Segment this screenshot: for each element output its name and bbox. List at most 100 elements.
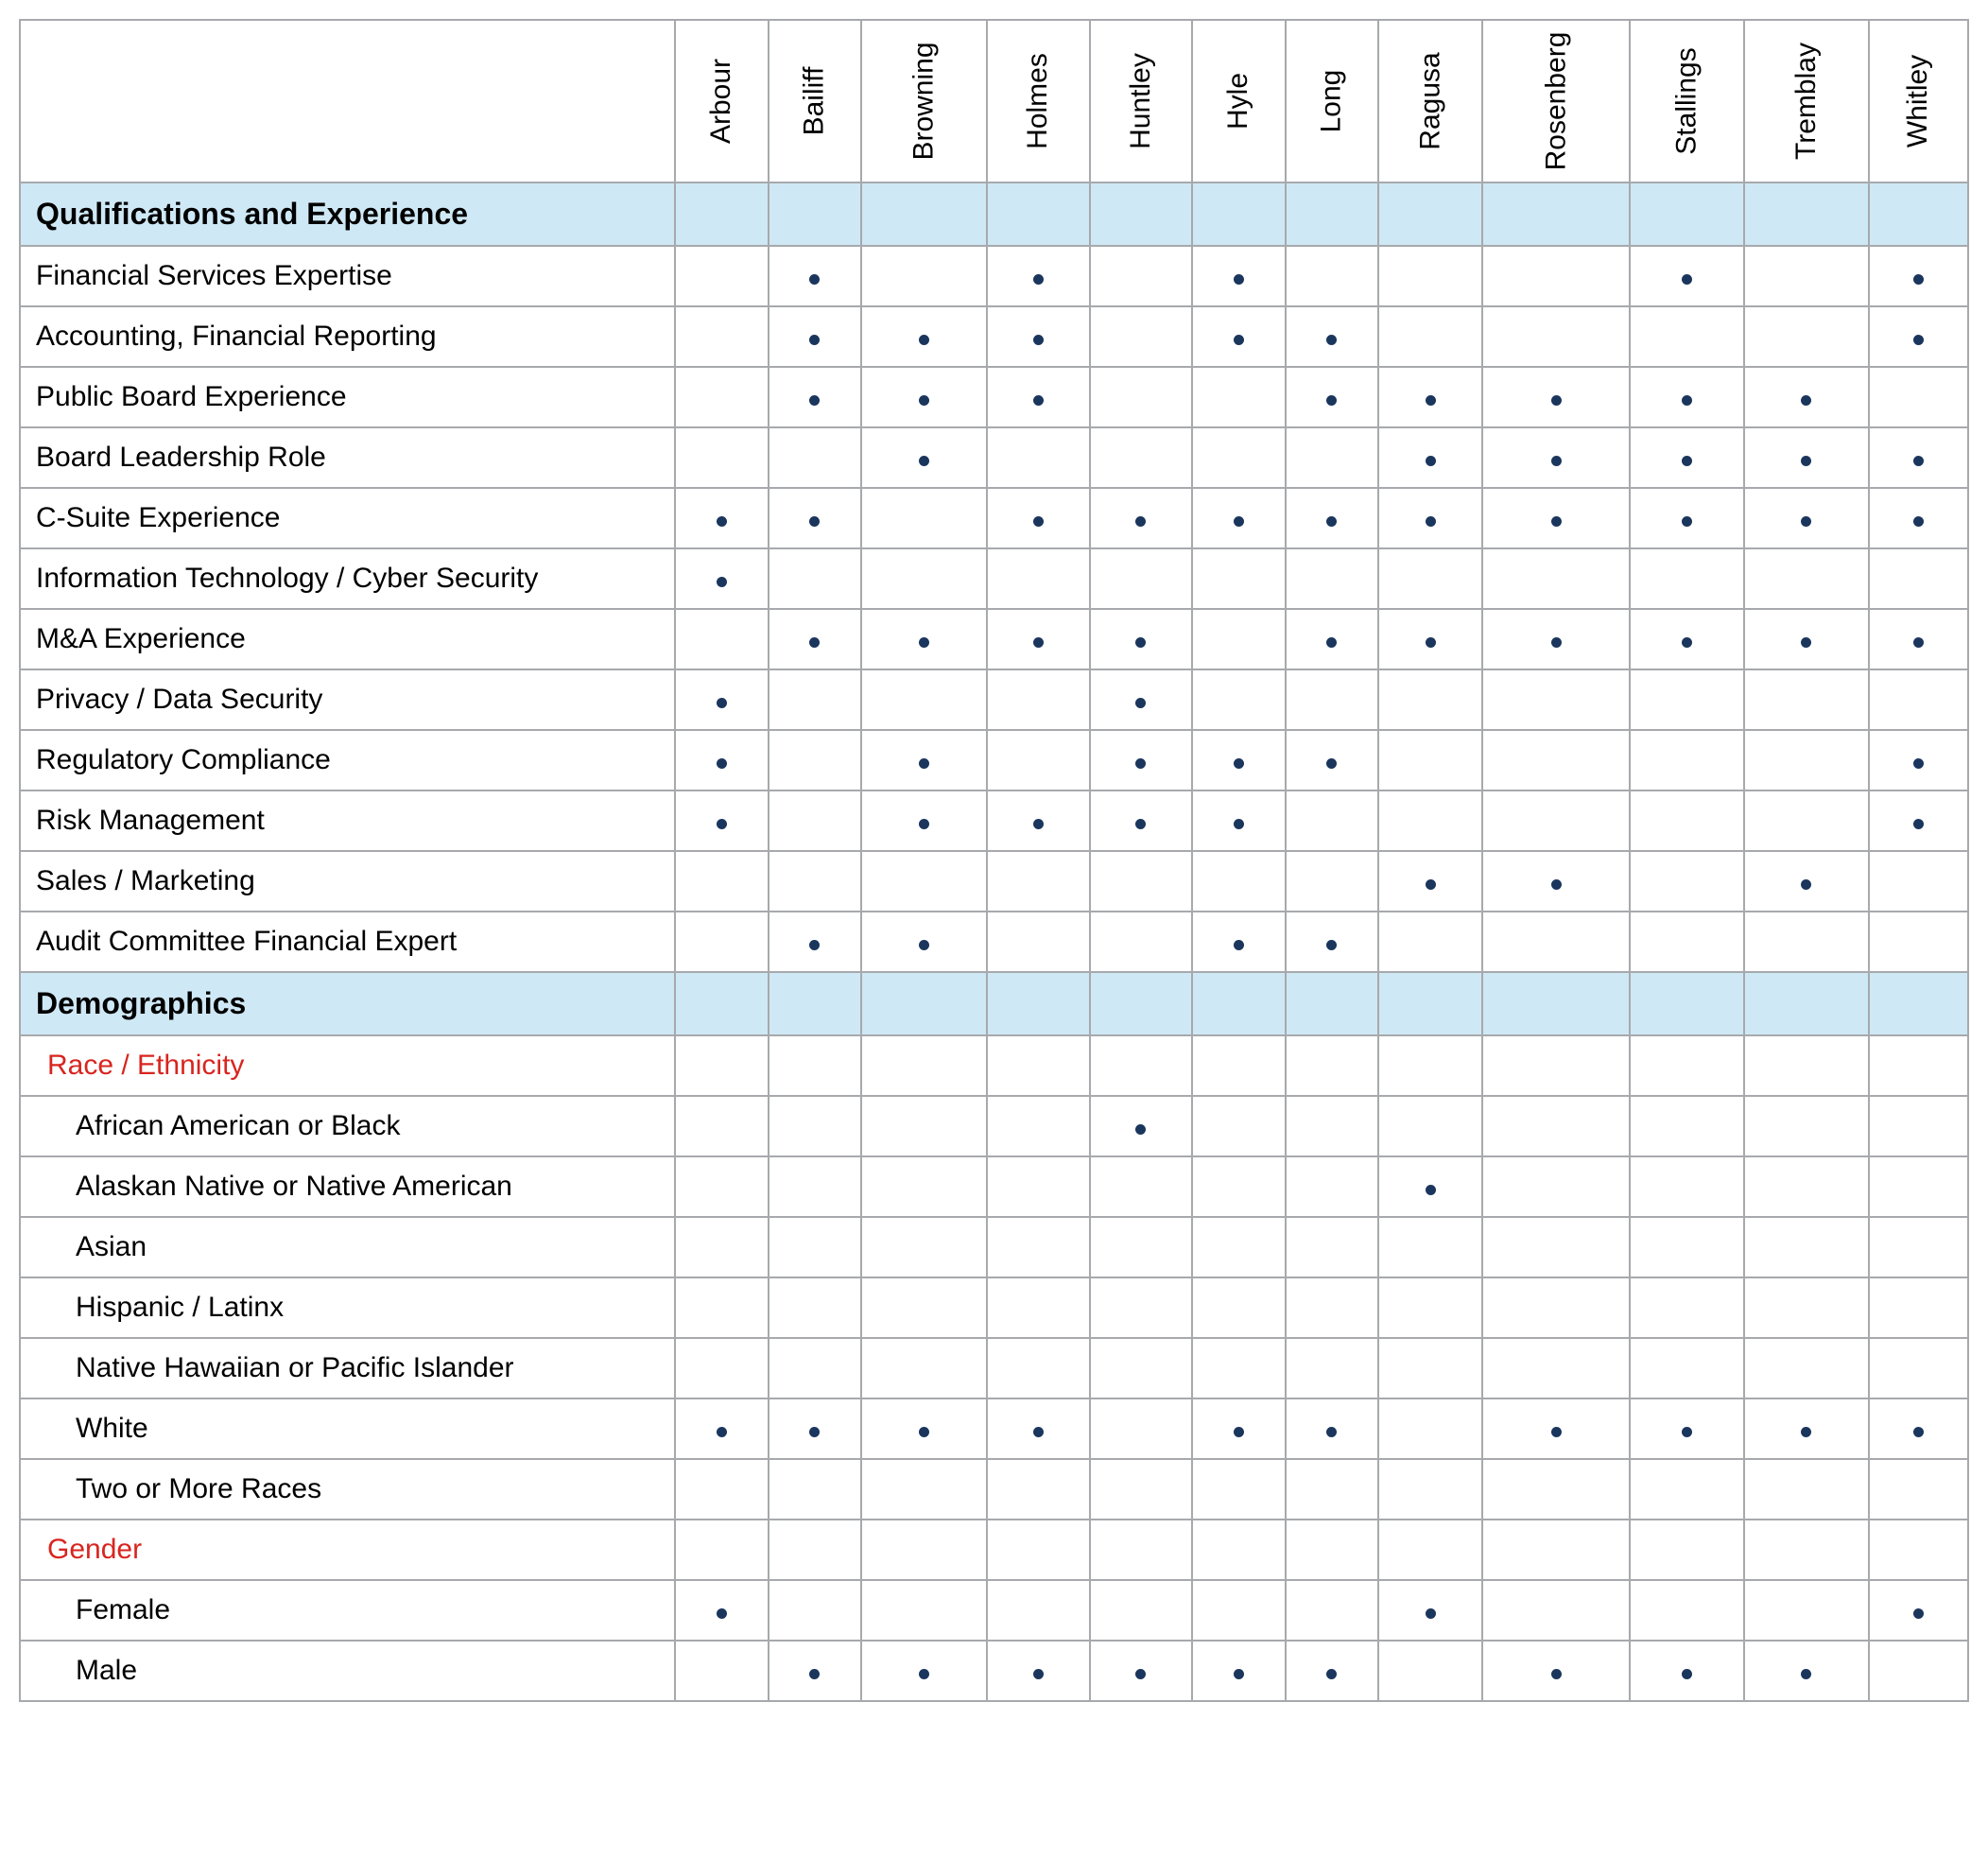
dot-icon — [1913, 758, 1924, 769]
row-label: Alaskan Native or Native American — [20, 1156, 675, 1217]
column-header-label: Ragusa — [1414, 52, 1446, 149]
dot-icon — [1234, 819, 1244, 829]
dot-icon — [809, 516, 820, 527]
row-label: Audit Committee Financial Expert — [20, 912, 675, 972]
data-cell — [1192, 1096, 1285, 1156]
data-cell — [675, 730, 768, 790]
row-label: C-Suite Experience — [20, 488, 675, 548]
data-cell — [1630, 972, 1744, 1035]
data-cell — [1286, 1217, 1378, 1277]
data-cell — [769, 1035, 861, 1096]
column-header: Hyle — [1192, 20, 1285, 182]
data-cell — [1482, 1096, 1630, 1156]
dot-icon — [1913, 1608, 1924, 1619]
data-cell — [1378, 367, 1482, 427]
data-cell — [769, 972, 861, 1035]
data-cell — [1286, 1580, 1378, 1641]
data-cell — [987, 790, 1090, 851]
column-header-label: Bailiff — [799, 67, 831, 136]
data-cell — [1378, 427, 1482, 488]
data-cell — [1482, 851, 1630, 912]
row-label: Sales / Marketing — [20, 851, 675, 912]
data-cell — [1192, 851, 1285, 912]
dot-icon — [1551, 879, 1562, 890]
data-cell — [769, 1459, 861, 1520]
data-cell — [1286, 367, 1378, 427]
column-header: Stallings — [1630, 20, 1744, 182]
table-row: Race / Ethnicity — [20, 1035, 1968, 1096]
data-cell — [769, 488, 861, 548]
dot-icon — [1682, 1427, 1692, 1437]
data-cell — [1630, 1035, 1744, 1096]
row-label: Financial Services Expertise — [20, 246, 675, 306]
row-label: Privacy / Data Security — [20, 669, 675, 730]
data-cell — [675, 1520, 768, 1580]
data-cell — [1192, 427, 1285, 488]
dot-icon — [1033, 637, 1044, 648]
dot-icon — [809, 335, 820, 345]
data-cell — [1192, 1641, 1285, 1701]
data-cell — [675, 851, 768, 912]
data-cell — [1869, 1035, 1968, 1096]
data-cell — [1482, 1520, 1630, 1580]
data-cell — [1378, 1096, 1482, 1156]
data-cell — [861, 548, 987, 609]
table-row: M&A Experience — [20, 609, 1968, 669]
data-cell — [1482, 1035, 1630, 1096]
data-cell — [1286, 912, 1378, 972]
data-cell — [861, 669, 987, 730]
table-row: Male — [20, 1641, 1968, 1701]
data-cell — [1378, 851, 1482, 912]
row-label: Demographics — [20, 972, 675, 1035]
column-header: Browning — [861, 20, 987, 182]
dot-icon — [919, 1669, 929, 1679]
dot-icon — [1426, 1185, 1436, 1195]
data-cell — [1482, 669, 1630, 730]
data-cell — [1482, 1217, 1630, 1277]
data-cell — [1482, 972, 1630, 1035]
data-cell — [1090, 1338, 1193, 1398]
data-cell — [1744, 1277, 1869, 1338]
data-cell — [987, 972, 1090, 1035]
data-cell — [861, 730, 987, 790]
data-cell — [861, 1520, 987, 1580]
dot-icon — [1326, 395, 1337, 406]
data-cell — [1286, 246, 1378, 306]
data-cell — [1630, 730, 1744, 790]
data-cell — [1482, 730, 1630, 790]
data-cell — [861, 609, 987, 669]
dot-icon — [919, 1427, 929, 1437]
dot-icon — [1801, 516, 1811, 527]
data-cell — [861, 1217, 987, 1277]
dot-icon — [809, 1669, 820, 1679]
data-cell — [987, 1217, 1090, 1277]
data-cell — [1090, 790, 1193, 851]
row-label: Risk Management — [20, 790, 675, 851]
data-cell — [1630, 1520, 1744, 1580]
data-cell — [675, 609, 768, 669]
table-row: Qualifications and Experience — [20, 182, 1968, 246]
data-cell — [1869, 790, 1968, 851]
data-cell — [1869, 1520, 1968, 1580]
data-cell — [1286, 488, 1378, 548]
corner-cell — [20, 20, 675, 182]
dot-icon — [1913, 274, 1924, 285]
data-cell — [1744, 730, 1869, 790]
data-cell — [1090, 1580, 1193, 1641]
data-cell — [987, 730, 1090, 790]
data-cell — [1630, 851, 1744, 912]
data-cell — [1744, 669, 1869, 730]
header-row: ArbourBailiffBrowningHolmesHuntleyHyleLo… — [20, 20, 1968, 182]
data-cell — [861, 246, 987, 306]
table-row: Gender — [20, 1520, 1968, 1580]
table-row: African American or Black — [20, 1096, 1968, 1156]
dot-icon — [1801, 456, 1811, 466]
dot-icon — [919, 819, 929, 829]
data-cell — [1286, 1156, 1378, 1217]
dot-icon — [1033, 516, 1044, 527]
data-cell — [675, 1277, 768, 1338]
data-cell — [675, 1217, 768, 1277]
data-cell — [1090, 488, 1193, 548]
dot-icon — [1426, 1608, 1436, 1619]
row-label: Hispanic / Latinx — [20, 1277, 675, 1338]
